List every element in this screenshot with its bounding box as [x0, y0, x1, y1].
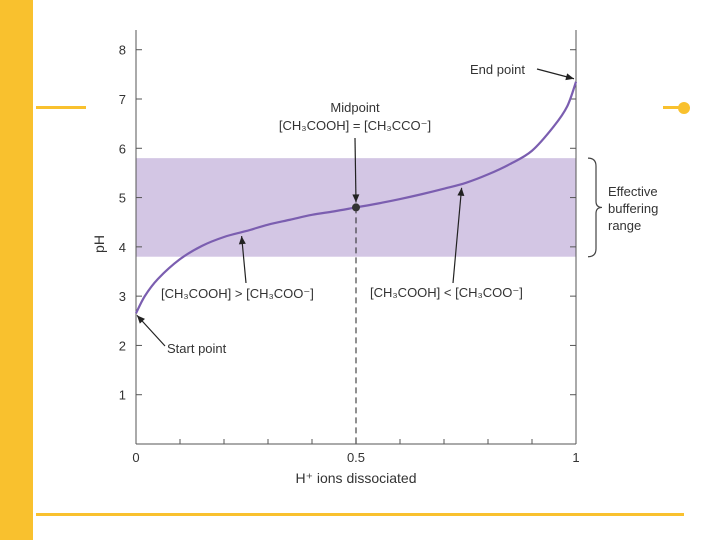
buffering-brace — [587, 157, 603, 258]
y-tick-label: 1 — [119, 388, 126, 403]
x-tick-label: 0.5 — [347, 450, 365, 465]
midpoint-label: [CH₃COOH] = [CH₃CCO⁻] — [279, 118, 431, 133]
x-tick-label: 1 — [572, 450, 579, 465]
midpoint-arrow-shaft — [354, 137, 357, 203]
start-point-arrow-head — [137, 315, 145, 324]
left-accent-bar — [0, 0, 33, 540]
start-point-label: Start point — [167, 341, 227, 356]
end-point-arrow-head — [565, 73, 574, 81]
x-tick-label: 0 — [132, 450, 139, 465]
right-region-arrow-head — [457, 187, 465, 197]
annotation-arrows — [136, 68, 575, 347]
y-tick-label: 7 — [119, 92, 126, 107]
y-tick-label: 5 — [119, 191, 126, 206]
x-axis-label: H⁺ ions dissociated — [295, 470, 416, 486]
y-tick-label: 2 — [119, 338, 126, 353]
y-axis-label: pH — [91, 235, 107, 253]
x-axis: 0 0.5 1 — [132, 439, 580, 465]
y-tick-label: 6 — [119, 141, 126, 156]
top-accent-line-left — [36, 106, 86, 109]
band-label-line-3: range — [608, 218, 641, 233]
midpoint-marker — [352, 203, 360, 212]
midpoint-title: Midpoint — [330, 100, 380, 115]
band-label-line-1: Effective — [608, 184, 658, 199]
top-accent-line-right — [663, 106, 683, 109]
right-region-label: [CH₃COOH] < [CH₃COO⁻] — [370, 285, 523, 300]
accent-dot — [678, 102, 690, 114]
y-axis: 1 2 3 4 5 6 7 8 — [119, 30, 577, 444]
y-tick-label: 3 — [119, 289, 126, 304]
band-label-line-2: buffering — [608, 201, 658, 216]
bottom-accent-line — [36, 513, 684, 516]
midpoint-arrow-head — [352, 194, 360, 203]
right-region-arrow-shaft — [452, 187, 463, 284]
left-region-arrow-head — [238, 236, 246, 245]
end-point-label: End point — [470, 62, 525, 77]
left-region-label: [CH₃COOH] > [CH₃COO⁻] — [161, 286, 314, 301]
y-tick-label: 8 — [119, 43, 126, 58]
y-tick-label: 4 — [119, 240, 126, 255]
